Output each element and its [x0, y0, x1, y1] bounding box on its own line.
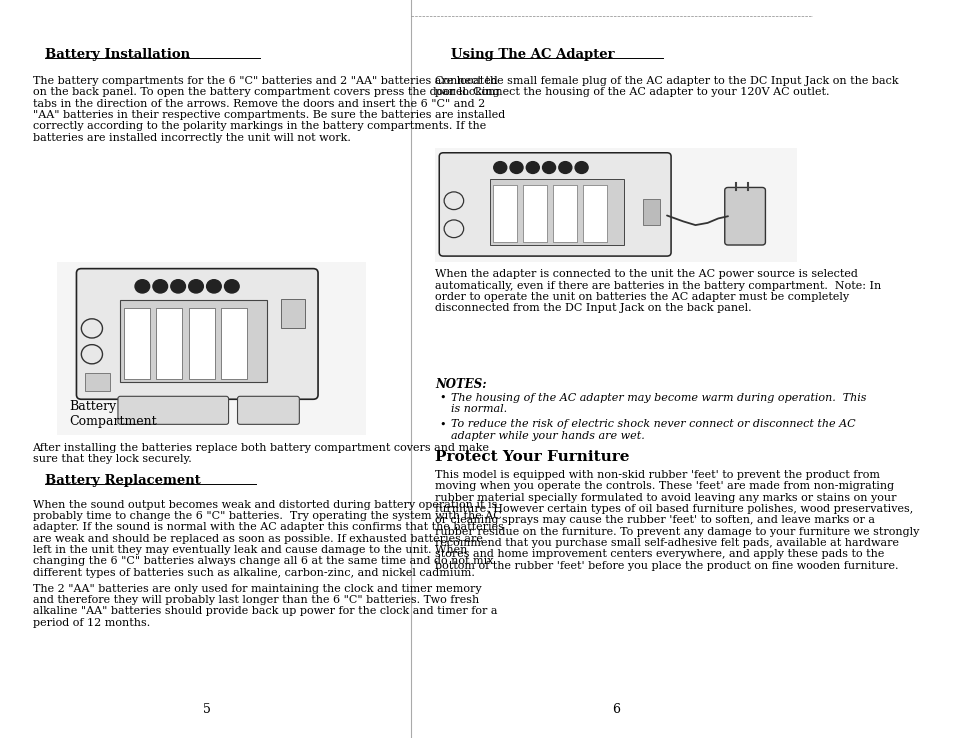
Text: Battery Installation: Battery Installation	[45, 48, 190, 61]
Bar	[642, 199, 659, 225]
Text: batteries are installed incorrectly the unit will not work.: batteries are installed incorrectly the …	[32, 133, 350, 143]
Text: "AA" batteries in their respective compartments. Be sure the batteries are insta: "AA" batteries in their respective compa…	[32, 110, 504, 120]
Circle shape	[510, 162, 522, 173]
Text: tabs in the direction of the arrows. Remove the doors and insert the 6 "C" and 2: tabs in the direction of the arrows. Rem…	[32, 99, 484, 108]
Bar	[124, 308, 150, 379]
Circle shape	[558, 162, 571, 173]
Text: probably time to change the 6 "C" batteries.  Try operating the system with the : probably time to change the 6 "C" batter…	[32, 511, 500, 521]
Bar	[156, 308, 182, 379]
Text: automatically, even if there are batteries in the battery compartment.  Note: In: automatically, even if there are batteri…	[435, 280, 881, 291]
Text: 5: 5	[203, 703, 212, 716]
Bar	[522, 184, 546, 242]
Bar	[189, 308, 214, 379]
Text: is normal.: is normal.	[451, 404, 507, 414]
Text: furniture. However certain types of oil based furniture polishes, wood preservat: furniture. However certain types of oil …	[435, 504, 912, 514]
Text: left in the unit they may eventually leak and cause damage to the unit. When: left in the unit they may eventually lea…	[32, 545, 466, 555]
Text: adapter while your hands are wet.: adapter while your hands are wet.	[451, 431, 644, 441]
Text: correctly according to the polarity markings in the battery compartments. If the: correctly according to the polarity mark…	[32, 122, 485, 131]
Text: 6: 6	[611, 703, 619, 716]
FancyBboxPatch shape	[76, 269, 317, 399]
Bar	[120, 300, 267, 382]
Text: Battery Replacement: Battery Replacement	[45, 474, 200, 487]
Text: adapter. If the sound is normal with the AC adapter this confirms that the batte: adapter. If the sound is normal with the…	[32, 523, 503, 532]
Bar	[221, 308, 247, 379]
FancyBboxPatch shape	[438, 153, 670, 256]
Text: disconnected from the DC Input Jack on the back panel.: disconnected from the DC Input Jack on t…	[435, 303, 751, 314]
Text: •: •	[438, 393, 445, 403]
Bar	[435, 148, 797, 262]
Text: rubber residue on the furniture. To prevent any damage to your furniture we stro: rubber residue on the furniture. To prev…	[435, 527, 919, 537]
Text: When the sound output becomes weak and distorted during battery operation it is: When the sound output becomes weak and d…	[32, 500, 497, 510]
Bar	[489, 179, 623, 245]
Circle shape	[171, 280, 185, 293]
Text: moving when you operate the controls. These 'feet' are made from non-migrating: moving when you operate the controls. Th…	[435, 481, 893, 492]
Bar	[57, 262, 366, 435]
Text: The battery compartments for the 6 "C" batteries and 2 "AA" batteries are locate: The battery compartments for the 6 "C" b…	[32, 76, 497, 86]
Circle shape	[575, 162, 587, 173]
Text: After installing the batteries replace both battery compartment covers and make: After installing the batteries replace b…	[32, 443, 489, 453]
Circle shape	[189, 280, 203, 293]
Circle shape	[152, 280, 168, 293]
Text: When the adapter is connected to the unit the AC power source is selected: When the adapter is connected to the uni…	[435, 269, 857, 280]
Text: alkaline "AA" batteries should provide back up power for the clock and timer for: alkaline "AA" batteries should provide b…	[32, 607, 497, 616]
Bar	[493, 184, 516, 242]
Circle shape	[135, 280, 150, 293]
Text: order to operate the unit on batteries the AC adapter must be completely: order to operate the unit on batteries t…	[435, 292, 848, 302]
Bar	[553, 184, 577, 242]
Bar	[582, 184, 606, 242]
Text: •: •	[438, 419, 445, 430]
Text: panel. Connect the housing of the AC adapter to your 120V AC outlet.: panel. Connect the housing of the AC ada…	[435, 87, 829, 97]
Text: different types of batteries such as alkaline, carbon-zinc, and nickel cadmium.: different types of batteries such as alk…	[32, 568, 474, 578]
Text: are weak and should be replaced as soon as possible. If exhausted batteries are: are weak and should be replaced as soon …	[32, 534, 482, 544]
Circle shape	[224, 280, 239, 293]
Text: Battery
Compartment: Battery Compartment	[69, 400, 156, 428]
Text: To reduce the risk of electric shock never connect or disconnect the AC: To reduce the risk of electric shock nev…	[451, 419, 855, 430]
Text: recommend that you purchase small self-adhesive felt pads, available at hardware: recommend that you purchase small self-a…	[435, 538, 899, 548]
Text: NOTES:: NOTES:	[435, 378, 486, 391]
Text: Connect the small female plug of the AC adapter to the DC Input Jack on the back: Connect the small female plug of the AC …	[435, 76, 898, 86]
Text: sure that they lock securely.: sure that they lock securely.	[32, 454, 192, 464]
Text: on the back panel. To open the battery compartment covers press the door locking: on the back panel. To open the battery c…	[32, 87, 498, 97]
Text: and therefore they will probably last longer than the 6 "C" batteries. Two fresh: and therefore they will probably last lo…	[32, 595, 478, 605]
Bar	[280, 299, 305, 328]
Bar	[86, 373, 110, 391]
Text: bottom of the rubber 'feet' before you place the product on fine wooden furnitur: bottom of the rubber 'feet' before you p…	[435, 561, 898, 570]
Text: changing the 6 "C" batteries always change all 6 at the same time and do not mix: changing the 6 "C" batteries always chan…	[32, 556, 493, 567]
Circle shape	[494, 162, 506, 173]
Text: The 2 "AA" batteries are only used for maintaining the clock and timer memory: The 2 "AA" batteries are only used for m…	[32, 584, 480, 593]
Circle shape	[542, 162, 555, 173]
Text: or cleaning sprays may cause the rubber 'feet' to soften, and leave marks or a: or cleaning sprays may cause the rubber …	[435, 515, 874, 525]
Text: This model is equipped with non-skid rubber 'feet' to prevent the product from: This model is equipped with non-skid rub…	[435, 470, 880, 480]
Text: Protect Your Furniture: Protect Your Furniture	[435, 450, 629, 464]
Circle shape	[526, 162, 538, 173]
FancyBboxPatch shape	[237, 396, 299, 424]
Text: period of 12 months.: period of 12 months.	[32, 618, 150, 628]
Text: rubber material specially formulated to avoid leaving any marks or stains on you: rubber material specially formulated to …	[435, 492, 896, 503]
Text: The housing of the AC adapter may become warm during operation.  This: The housing of the AC adapter may become…	[451, 393, 866, 403]
FancyBboxPatch shape	[724, 187, 764, 245]
Text: stores and home improvement centers everywhere, and apply these pads to the: stores and home improvement centers ever…	[435, 549, 883, 559]
FancyBboxPatch shape	[118, 396, 229, 424]
Circle shape	[207, 280, 221, 293]
Text: Using The AC Adapter: Using The AC Adapter	[451, 48, 615, 61]
